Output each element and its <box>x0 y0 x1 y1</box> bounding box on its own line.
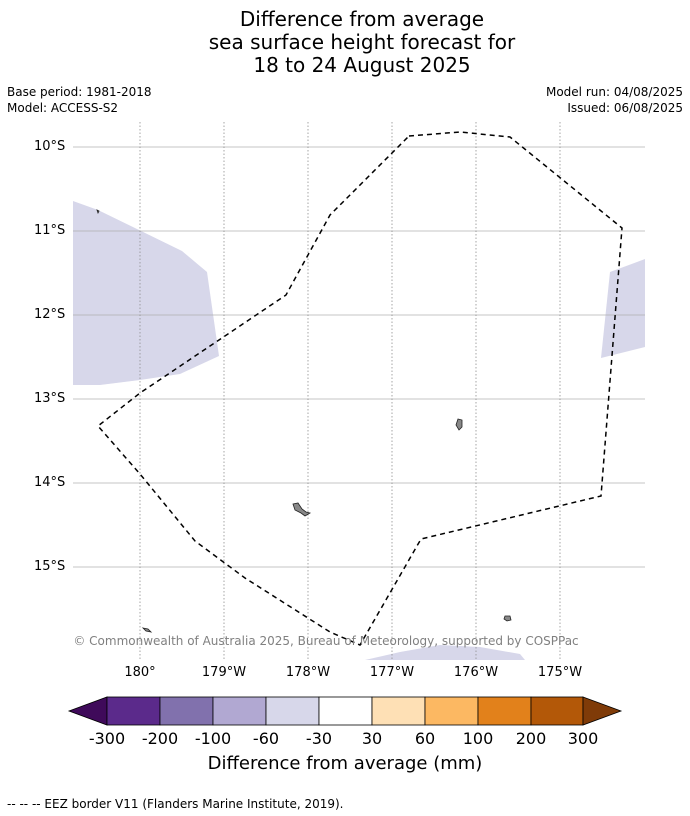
colorbar-swatch-7 <box>424 696 479 726</box>
colorbar-label: 300 <box>567 729 599 748</box>
colorbar-swatch-1 <box>106 696 161 726</box>
colorbar-label: 30 <box>361 729 383 748</box>
copyright-text: © Commonwealth of Australia 2025, Bureau… <box>73 634 578 648</box>
lon-label-177w: 177°W <box>369 665 415 680</box>
eez-border <box>96 131 623 646</box>
lat-label-14s: 14°S <box>34 475 66 490</box>
colorbar-swatch-2 <box>159 696 214 726</box>
lat-label-10s: 10°S <box>34 139 66 154</box>
colorbar-label: -30 <box>305 729 333 748</box>
colorbar-label: -300 <box>88 729 126 748</box>
latitude-gridlines <box>73 146 645 568</box>
title-line-1: Difference from average <box>239 7 485 31</box>
model-run: Model run: 04/08/2025 <box>545 85 683 99</box>
meta-right: Model run: 04/08/2025 Issued: 06/08/2025 <box>546 84 683 116</box>
lon-label-175w: 175°W <box>537 665 583 680</box>
anomaly-patch-south <box>365 645 525 660</box>
colorbar <box>67 696 623 726</box>
lon-label-180: 180° <box>124 665 156 680</box>
colorbar-label: -60 <box>252 729 280 748</box>
colorbar-label: 200 <box>515 729 547 748</box>
longitude-gridlines <box>139 122 561 660</box>
colorbar-label: -200 <box>141 729 179 748</box>
anomaly-patch-west <box>73 201 219 385</box>
island-central <box>292 502 312 517</box>
model-name: Model: ACCESS-S2 <box>7 101 119 115</box>
island-northwest <box>96 209 100 215</box>
colorbar-swatch-5 <box>318 696 373 726</box>
lat-label-12s: 12°S <box>34 307 66 322</box>
islands <box>96 209 512 633</box>
colorbar-extend-low <box>67 696 108 726</box>
colorbar-swatch-3 <box>212 696 267 726</box>
colorbar-label: 60 <box>414 729 436 748</box>
anomaly-patch-east <box>601 259 645 358</box>
colorbar-label: -100 <box>194 729 232 748</box>
issued-date: Issued: 06/08/2025 <box>567 101 683 115</box>
eez-legend-note: -- -- -- EEZ border V11 (Flanders Marine… <box>7 797 344 811</box>
island-southeast <box>503 615 512 622</box>
map-title: Difference from average sea surface heig… <box>0 8 690 77</box>
colorbar-swatch-4 <box>265 696 320 726</box>
lat-label-11s: 11°S <box>34 223 66 238</box>
island-southwest <box>141 627 153 633</box>
title-line-2: sea surface height forecast for <box>208 30 516 54</box>
lon-label-178w: 178°W <box>285 665 331 680</box>
island-east <box>455 418 463 431</box>
colorbar-extend-high <box>582 696 623 726</box>
colorbar-title: Difference from average (mm) <box>207 753 483 774</box>
colorbar-swatch-6 <box>371 696 426 726</box>
colorbar-swatch-8 <box>477 696 532 726</box>
lat-label-15s: 15°S <box>34 559 66 574</box>
lon-label-176w: 176°W <box>453 665 499 680</box>
lon-label-179w: 179°W <box>201 665 247 680</box>
base-period: Base period: 1981-2018 <box>7 85 152 99</box>
meta-left: Base period: 1981-2018 Model: ACCESS-S2 <box>7 84 152 116</box>
colorbar-swatch-9 <box>530 696 584 726</box>
title-line-3: 18 to 24 August 2025 <box>253 53 471 77</box>
colorbar-label: 100 <box>462 729 494 748</box>
lat-label-13s: 13°S <box>34 391 66 406</box>
